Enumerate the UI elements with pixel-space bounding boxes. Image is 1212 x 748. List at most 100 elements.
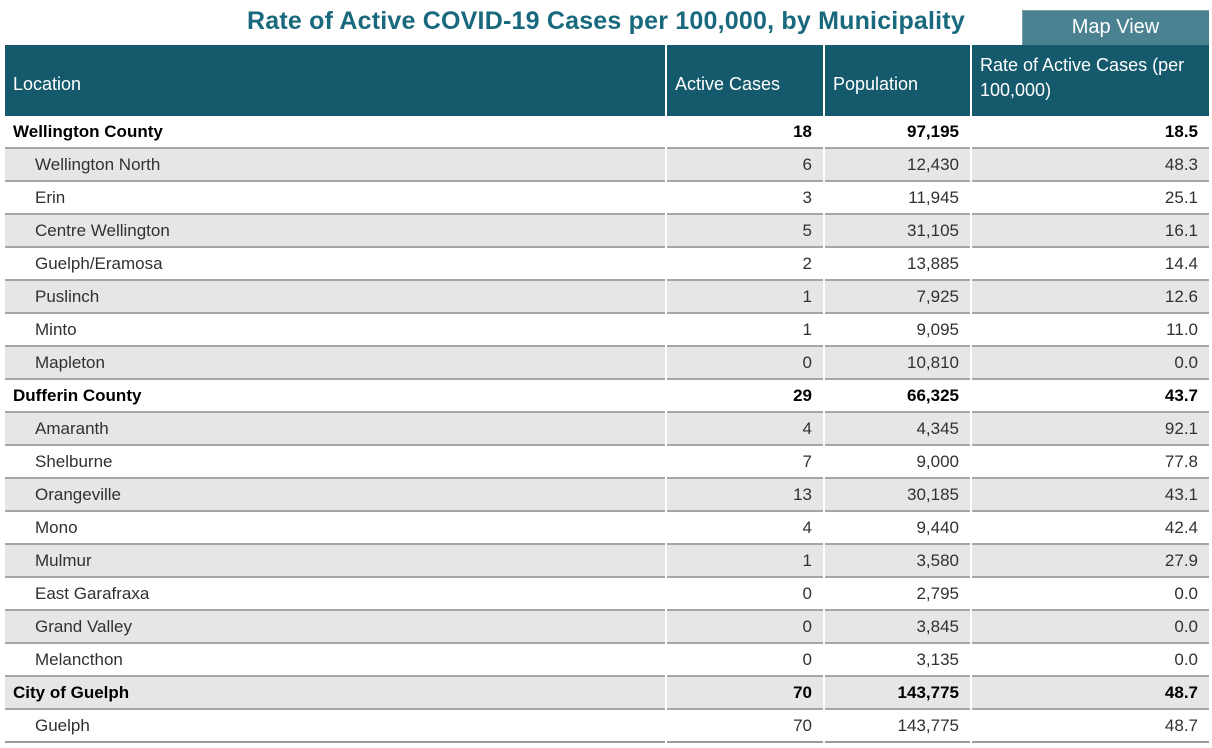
cell-location: Shelburne <box>35 451 113 471</box>
cell-location: Melancthon <box>35 649 123 669</box>
table-row[interactable]: Minto 1 9,095 11.0 <box>5 312 1209 345</box>
table-row[interactable]: Wellington County 18 97,195 18.5 <box>5 116 1209 147</box>
cell-active-cases: 7 <box>802 451 812 471</box>
cell-location: City of Guelph <box>13 682 130 702</box>
table-row[interactable]: Guelph/Eramosa 2 13,885 14.4 <box>5 246 1209 279</box>
table-row[interactable]: Mulmur 1 3,580 27.9 <box>5 543 1209 576</box>
cell-location: Wellington North <box>35 154 161 174</box>
cell-population: 13,885 <box>907 253 959 273</box>
cell-location: Minto <box>35 319 77 339</box>
page-title: Rate of Active COVID-19 Cases per 100,00… <box>247 7 965 35</box>
cell-active-cases: 2 <box>802 253 812 273</box>
cell-rate: 0.0 <box>1174 352 1198 372</box>
table-header-row: Location Active Cases Population Rate of… <box>5 45 1209 116</box>
cell-active-cases: 1 <box>802 286 812 306</box>
cell-rate: 43.7 <box>1164 385 1198 405</box>
cell-active-cases: 70 <box>793 715 812 735</box>
cell-active-cases: 4 <box>802 418 812 438</box>
table-row[interactable]: Puslinch 1 7,925 12.6 <box>5 279 1209 312</box>
cell-rate: 27.9 <box>1164 550 1198 570</box>
cell-active-cases: 1 <box>802 319 812 339</box>
cell-rate: 48.7 <box>1164 715 1198 735</box>
table-row[interactable]: Mapleton 0 10,810 0.0 <box>5 345 1209 378</box>
cell-active-cases: 0 <box>802 616 812 636</box>
cell-location: Mulmur <box>35 550 92 570</box>
map-view-button[interactable]: Map View <box>1022 10 1209 45</box>
cell-active-cases: 0 <box>802 352 812 372</box>
cell-population: 143,775 <box>897 682 959 702</box>
table-row[interactable]: Erin 3 11,945 25.1 <box>5 180 1209 213</box>
cell-rate: 48.3 <box>1164 154 1198 174</box>
table-row[interactable]: City of Guelph 70 143,775 48.7 <box>5 675 1209 708</box>
cell-location: East Garafraxa <box>35 583 150 603</box>
table-row[interactable]: Grand Valley 0 3,845 0.0 <box>5 609 1209 642</box>
cell-active-cases: 13 <box>793 484 812 504</box>
table-row[interactable]: Dufferin County 29 66,325 43.7 <box>5 378 1209 411</box>
cell-population: 2,795 <box>916 583 959 603</box>
cell-active-cases: 1 <box>802 550 812 570</box>
cell-active-cases: 29 <box>793 385 812 405</box>
cell-location: Mapleton <box>35 352 105 372</box>
cell-population: 97,195 <box>907 121 959 141</box>
column-header-rate[interactable]: Rate of Active Cases (per 100,000) <box>980 55 1185 100</box>
column-header-location[interactable]: Location <box>13 74 82 94</box>
cell-location: Guelph/Eramosa <box>35 253 163 273</box>
cell-rate: 43.1 <box>1164 484 1198 504</box>
cell-population: 4,345 <box>916 418 959 438</box>
cell-population: 9,440 <box>916 517 959 537</box>
cell-population: 66,325 <box>907 385 959 405</box>
cell-active-cases: 6 <box>802 154 812 174</box>
cell-location: Grand Valley <box>35 616 133 636</box>
title-bar: Rate of Active COVID-19 Cases per 100,00… <box>0 0 1212 45</box>
cell-active-cases: 5 <box>802 220 812 240</box>
cell-rate: 0.0 <box>1174 649 1198 669</box>
cell-active-cases: 3 <box>802 187 812 207</box>
table-body: Wellington County 18 97,195 18.5 Wellington … <box>5 116 1209 743</box>
cell-population: 30,185 <box>907 484 959 504</box>
cell-rate: 12.6 <box>1164 286 1198 306</box>
cell-location: Wellington County <box>13 121 163 141</box>
cell-population: 9,000 <box>916 451 959 471</box>
cell-population: 10,810 <box>907 352 959 372</box>
cell-active-cases: 0 <box>802 583 812 603</box>
table-row[interactable]: Guelph 70 143,775 48.7 <box>5 708 1209 741</box>
cell-rate: 0.0 <box>1174 616 1198 636</box>
cell-rate: 77.8 <box>1164 451 1198 471</box>
column-header-active-cases[interactable]: Active Cases <box>675 74 781 94</box>
cell-rate: 92.1 <box>1164 418 1198 438</box>
cell-rate: 0.0 <box>1174 583 1198 603</box>
cell-active-cases: 4 <box>802 517 812 537</box>
cell-rate: 16.1 <box>1164 220 1198 240</box>
table-row[interactable]: Shelburne 7 9,000 77.8 <box>5 444 1209 477</box>
cell-active-cases: 70 <box>793 682 812 702</box>
cell-location: Dufferin County <box>13 385 142 405</box>
table-row[interactable]: Wellington North 6 12,430 48.3 <box>5 147 1209 180</box>
table-row[interactable]: Amaranth 4 4,345 92.1 <box>5 411 1209 444</box>
cell-population: 31,105 <box>907 220 959 240</box>
cell-location: Guelph <box>35 715 90 735</box>
cell-population: 3,845 <box>916 616 959 636</box>
covid-rate-table: Location Active Cases Population Rate of… <box>5 45 1209 743</box>
cell-location: Mono <box>35 517 78 537</box>
cell-rate: 18.5 <box>1164 121 1198 141</box>
cell-location: Erin <box>35 187 66 207</box>
table-row[interactable]: Orangeville 13 30,185 43.1 <box>5 477 1209 510</box>
table-row[interactable]: East Garafraxa 0 2,795 0.0 <box>5 576 1209 609</box>
column-header-population[interactable]: Population <box>833 74 919 94</box>
cell-rate: 25.1 <box>1164 187 1198 207</box>
cell-location: Puslinch <box>35 286 100 306</box>
cell-population: 3,580 <box>916 550 959 570</box>
cell-active-cases: 0 <box>802 649 812 669</box>
table-row[interactable]: Mono 4 9,440 42.4 <box>5 510 1209 543</box>
cell-location: Orangeville <box>35 484 121 504</box>
table-row[interactable]: Centre Wellington 5 31,105 16.1 <box>5 213 1209 246</box>
cell-population: 3,135 <box>916 649 959 669</box>
cell-rate: 11.0 <box>1166 319 1198 339</box>
cell-rate: 14.4 <box>1164 253 1198 273</box>
cell-rate: 48.7 <box>1164 682 1198 702</box>
table-row[interactable]: Melancthon 0 3,135 0.0 <box>5 642 1209 675</box>
cell-population: 143,775 <box>897 715 959 735</box>
cell-population: 7,925 <box>916 286 959 306</box>
cell-active-cases: 18 <box>793 121 812 141</box>
cell-population: 9,095 <box>916 319 959 339</box>
